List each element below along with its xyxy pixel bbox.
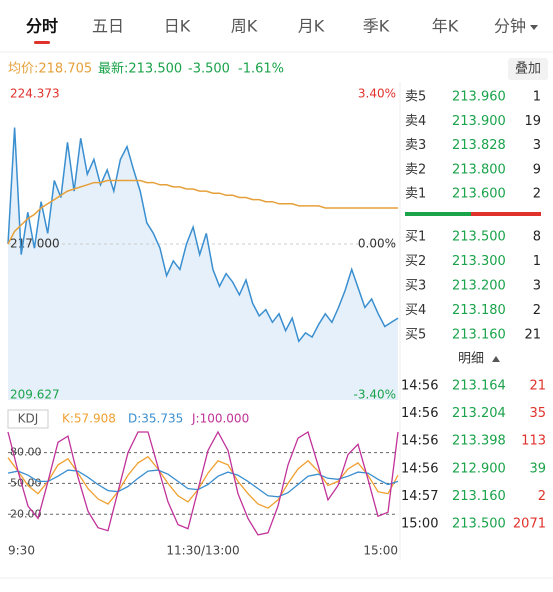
book-price: 213.300: [452, 254, 506, 269]
tab[interactable]: 分时: [26, 17, 58, 36]
trade-price: 213.164: [452, 379, 506, 394]
tab[interactable]: 日K: [164, 17, 191, 36]
trade-time: 14:57: [401, 489, 438, 504]
x-tick-label: 11:30/13:00: [166, 544, 239, 558]
book-volume: 1: [533, 90, 541, 105]
line: [7, 455, 399, 509]
y-tick-label: 20.00: [10, 507, 42, 520]
trade-time: 15:00: [401, 517, 438, 532]
book-label: 卖1: [405, 187, 426, 202]
y-tick-label: 209.627: [10, 388, 60, 402]
book-price: 213.500: [452, 230, 506, 245]
trades-header[interactable]: 明细: [458, 352, 484, 367]
trade-price: 213.500: [452, 517, 506, 532]
book-label: 卖2: [405, 162, 426, 177]
book-price: 213.180: [452, 303, 506, 318]
y2-tick-label: -3.40%: [354, 388, 396, 402]
book-volume: 21: [524, 328, 541, 343]
tab[interactable]: 年K: [432, 17, 459, 36]
line: [7, 430, 399, 536]
book-volume: 3: [533, 279, 541, 294]
book-price: 213.800: [452, 162, 506, 177]
latest-price: 最新:213.500: [98, 61, 182, 77]
x-tick-label: 9:30: [8, 544, 35, 558]
book-price: 213.900: [452, 114, 506, 129]
trade-volume: 35: [529, 406, 546, 421]
book-price: 213.828: [452, 138, 506, 153]
book-label: 买5: [405, 328, 426, 343]
y2-tick-label: 0.00%: [358, 237, 396, 251]
trade-price: 213.204: [452, 406, 506, 421]
book-label: 买1: [405, 230, 426, 245]
trade-time: 14:56: [401, 379, 438, 394]
tab[interactable]: 月K: [298, 17, 325, 36]
legend-entry: D:35.735: [128, 412, 183, 426]
y-tick-label: 80.00: [10, 446, 42, 459]
buy-strength: [405, 212, 471, 216]
trade-volume: 2: [538, 489, 546, 504]
book-price: 213.160: [452, 328, 506, 343]
trade-volume: 2071: [513, 517, 546, 532]
tab[interactable]: 季K: [363, 17, 390, 36]
overlay-button[interactable]: [508, 58, 548, 80]
book-price: 213.200: [452, 279, 506, 294]
tab[interactable]: 分钟: [494, 17, 526, 36]
book-volume: 9: [533, 162, 541, 177]
book-volume: 19: [524, 114, 541, 129]
line: [7, 127, 399, 343]
y-tick-label: 224.373: [10, 87, 60, 101]
dropdown-caret: [530, 25, 538, 30]
book-volume: 3: [533, 138, 541, 153]
kdj-title: KDJ: [18, 412, 39, 426]
trade-volume: 21: [529, 379, 546, 394]
book-price: 213.600: [452, 187, 506, 202]
tab[interactable]: 周K: [231, 17, 258, 36]
trade-price: 212.900: [452, 461, 506, 476]
book-label: 卖5: [405, 90, 426, 105]
book-label: 买3: [405, 279, 426, 294]
legend-entry: K:57.908: [62, 412, 116, 426]
tab[interactable]: 五日: [92, 17, 124, 36]
avg-price: 均价:218.705: [8, 62, 92, 77]
sell-strength: [471, 212, 541, 216]
overlay-label[interactable]: 叠加: [515, 62, 541, 77]
trade-time: 14:56: [401, 406, 438, 421]
book-label: 买2: [405, 254, 426, 269]
line: [7, 179, 398, 245]
y2-tick-label: 3.40%: [358, 87, 396, 101]
tab-indicator: [34, 41, 50, 44]
book-volume: 2: [533, 303, 541, 318]
trades-caret: [492, 356, 500, 362]
trade-time: 14:56: [401, 461, 438, 476]
trade-price: 213.160: [452, 489, 506, 504]
book-label: 买4: [405, 303, 426, 318]
change-pct: -1.61%: [238, 62, 284, 77]
trade-volume: 113: [521, 434, 546, 449]
price-area: [8, 127, 398, 400]
trade-time: 14:56: [401, 434, 438, 449]
book-volume: 2: [533, 187, 541, 202]
kdj-title-box: [7, 409, 49, 429]
legend-entry: J:100.000: [191, 412, 249, 426]
trade-price: 213.398: [452, 434, 506, 449]
book-label: 卖3: [405, 138, 426, 153]
x-tick-label: 15:00: [363, 544, 398, 558]
change: -3.500: [188, 62, 230, 77]
trade-volume: 39: [529, 461, 546, 476]
book-volume: 1: [533, 254, 541, 269]
line: [7, 469, 399, 498]
book-volume: 8: [533, 230, 541, 245]
book-label: 卖4: [405, 114, 426, 129]
book-price: 213.960: [452, 90, 506, 105]
